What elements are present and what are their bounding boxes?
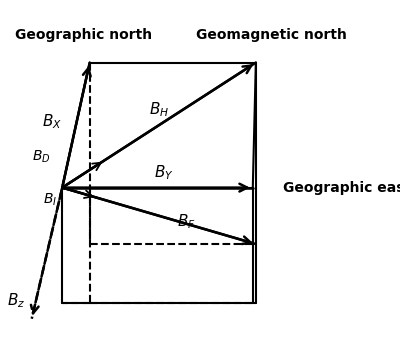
Text: Geomagnetic north: Geomagnetic north [196, 28, 346, 41]
Text: $B_Y$: $B_Y$ [154, 163, 174, 182]
Text: $B_F$: $B_F$ [177, 212, 196, 231]
Text: $B_I$: $B_I$ [43, 192, 57, 208]
Text: Geographic north: Geographic north [15, 28, 152, 41]
Text: $B_z$: $B_z$ [7, 291, 26, 310]
Text: $B_X$: $B_X$ [42, 113, 62, 131]
Text: $B_H$: $B_H$ [149, 100, 169, 119]
Text: $B_D$: $B_D$ [32, 149, 50, 165]
Text: Geographic east: Geographic east [283, 181, 400, 195]
